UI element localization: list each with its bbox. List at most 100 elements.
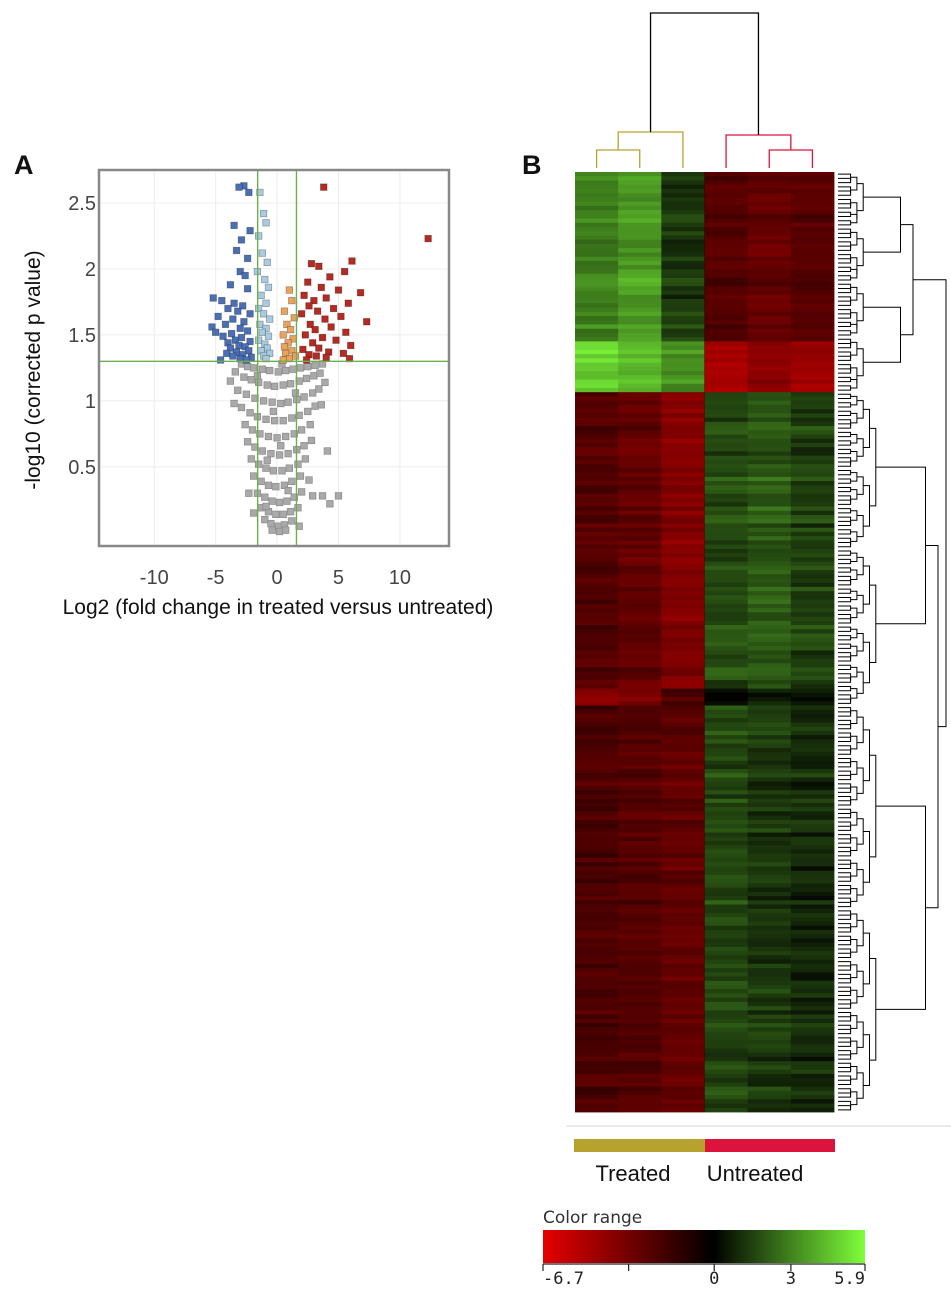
- heatmap-cell: [790, 1056, 835, 1062]
- heatmap-cell: [575, 713, 619, 719]
- dendrogram-branch: [838, 575, 852, 583]
- heatmap-cell: [661, 972, 705, 977]
- heatmap-cell: [704, 811, 749, 817]
- heatmap-cell: [790, 485, 835, 490]
- heatmap-cell: [575, 371, 619, 376]
- data-point-down-weak: [254, 336, 263, 344]
- heatmap-cell: [618, 730, 662, 736]
- heatmap-cell: [704, 1001, 749, 1007]
- heatmap-cell: [704, 387, 749, 393]
- heatmap-cell: [790, 692, 835, 698]
- data-point-not-significant: [284, 486, 292, 495]
- heatmap-cell: [747, 290, 792, 296]
- heatmap-cell: [618, 426, 662, 431]
- color-range-tick-label: 0: [709, 1269, 719, 1289]
- heatmap-cell: [747, 299, 792, 304]
- heatmap-cell: [618, 303, 662, 308]
- heatmap-cell: [704, 984, 749, 990]
- data-point-not-significant: [286, 508, 295, 516]
- heatmap-cell: [790, 1044, 835, 1049]
- heatmap-cell: [747, 1103, 792, 1109]
- volcano-x-axis-title: Log2 (fold change in treated versus untr…: [63, 596, 494, 619]
- heatmap-cell: [618, 828, 662, 833]
- heatmap-cell: [575, 1031, 619, 1037]
- data-point-not-significant: [334, 492, 343, 500]
- heatmap-cell: [575, 472, 619, 478]
- heatmap-cell: [704, 1040, 749, 1045]
- heatmap-cell: [661, 553, 705, 558]
- data-point-not-significant: [278, 467, 286, 475]
- dendrogram-branch: [838, 550, 852, 556]
- heatmap-cell: [790, 1099, 835, 1104]
- data-point-not-significant: [272, 510, 280, 518]
- heatmap-cell: [575, 1099, 619, 1104]
- heatmap-cell: [747, 294, 792, 300]
- heatmap-cell: [661, 1056, 705, 1062]
- dendrogram-branch: [838, 529, 852, 535]
- dendrogram-branch: [838, 419, 852, 427]
- heatmap-cell: [747, 519, 792, 524]
- heatmap-cell: [790, 574, 835, 579]
- heatmap-cell: [575, 828, 619, 833]
- heatmap-cell: [575, 900, 619, 905]
- heatmap-cell: [661, 955, 705, 960]
- heatmap-cell: [747, 735, 792, 740]
- heatmap-cell: [704, 917, 749, 922]
- heatmap-cell: [661, 785, 705, 791]
- heatmap-cell: [575, 608, 619, 613]
- heatmap-cell: [790, 637, 835, 643]
- heatmap-cell: [747, 531, 792, 537]
- heatmap-cell: [618, 409, 662, 414]
- heatmap-cell: [661, 1090, 705, 1096]
- heatmap-cell: [704, 807, 749, 812]
- heatmap-cell: [704, 481, 749, 486]
- heatmap-cell: [747, 925, 792, 931]
- heatmap-cell: [790, 663, 835, 668]
- heatmap-cell: [790, 172, 835, 177]
- data-point-down-strong: [239, 302, 247, 310]
- heatmap-cell: [747, 286, 792, 291]
- heatmap-cell: [618, 502, 662, 507]
- data-point-down-strong: [221, 320, 230, 329]
- heatmap-cell: [661, 476, 705, 482]
- heatmap-cell: [618, 946, 662, 952]
- heatmap-cell: [704, 747, 749, 753]
- heatmap-cell: [618, 616, 662, 622]
- heatmap-cell: [618, 993, 662, 999]
- color-range-axis: -6.7 0 3 5.9: [542, 1263, 866, 1289]
- heatmap-cell: [618, 570, 662, 575]
- heatmap-cell: [704, 574, 749, 579]
- data-point-down-strong: [216, 356, 225, 364]
- heatmap-cell: [618, 701, 662, 706]
- heatmap-cell: [618, 481, 662, 486]
- dendrogram-branch: [838, 296, 852, 304]
- heatmap-cell: [575, 612, 619, 617]
- heatmap-cell: [747, 332, 792, 338]
- data-point-up-strong: [334, 286, 343, 294]
- heatmap-cell: [661, 277, 705, 283]
- data-point-down-strong: [230, 221, 238, 230]
- data-point-up-strong: [424, 234, 432, 243]
- heatmap-cell: [661, 1010, 705, 1016]
- dendrogram-branch: [838, 961, 852, 969]
- heatmap-cell: [704, 1048, 749, 1054]
- heatmap-cell: [790, 1023, 835, 1028]
- heatmap-cell: [618, 315, 662, 321]
- heatmap-cell: [790, 667, 835, 673]
- heatmap-cell: [747, 582, 792, 588]
- heatmap-cell: [747, 481, 792, 486]
- heatmap-cell: [704, 502, 749, 507]
- heatmap-cell: [575, 328, 619, 334]
- heatmap-cell: [704, 523, 749, 529]
- heatmap-cell: [790, 214, 835, 219]
- heatmap-cell: [575, 942, 619, 948]
- heatmap-cell: [661, 946, 705, 952]
- dendrogram-branch: [838, 812, 852, 819]
- heatmap-cell: [747, 608, 792, 613]
- heatmap-cell: [704, 493, 749, 499]
- data-point-down-strong: [219, 332, 227, 340]
- heatmap-cell: [661, 468, 705, 474]
- heatmap-cell: [790, 819, 835, 825]
- heatmap-cell: [790, 1001, 835, 1007]
- heatmap-cell: [790, 769, 835, 774]
